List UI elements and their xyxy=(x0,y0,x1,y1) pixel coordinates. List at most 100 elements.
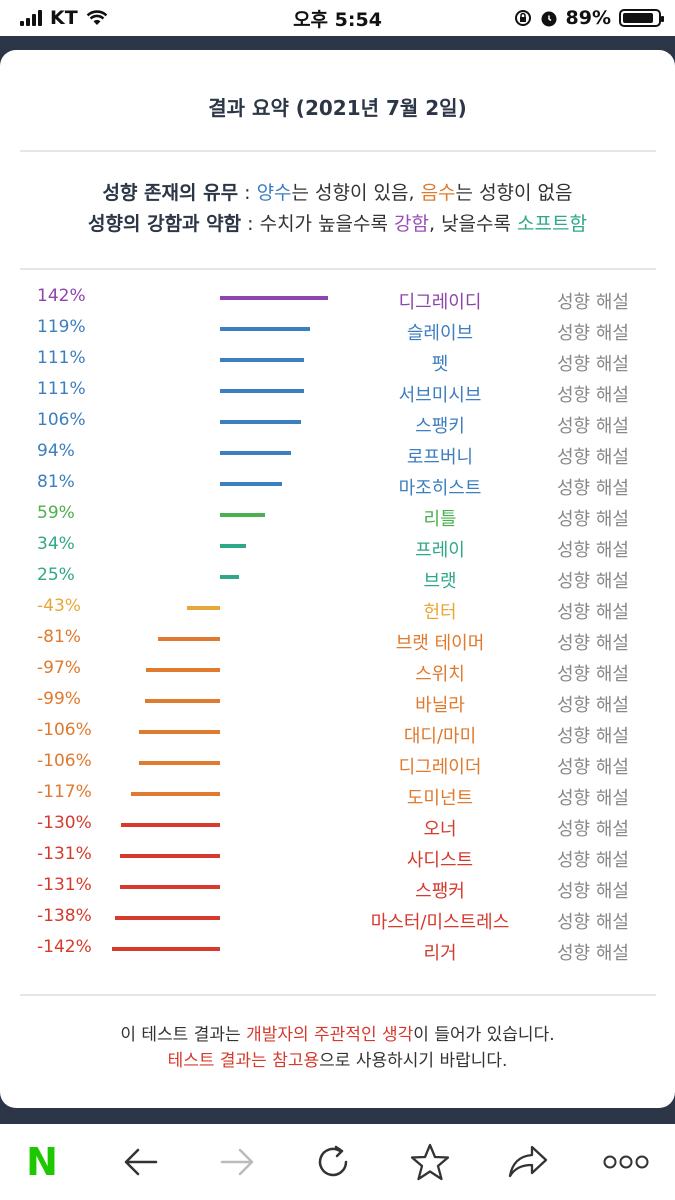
explanation-link[interactable]: 성향 해설 xyxy=(557,540,629,561)
result-percent: -138% xyxy=(37,906,92,926)
result-percent: -131% xyxy=(37,844,92,864)
legend-soft-word: 소프트함 xyxy=(517,213,587,235)
result-row: -131% 스팽커 성향 해설 xyxy=(0,873,675,904)
explanation-link[interactable]: 성향 해설 xyxy=(557,912,629,933)
star-icon[interactable] xyxy=(410,1142,450,1182)
legend-mid-text: , 낮을수록 xyxy=(429,213,518,235)
result-bar xyxy=(158,637,220,641)
explanation-link[interactable]: 성향 해설 xyxy=(557,447,629,468)
result-name: 스팽키 xyxy=(415,416,465,437)
result-percent: 106% xyxy=(37,410,86,430)
alarm-icon xyxy=(541,11,557,27)
result-name: 스위치 xyxy=(415,664,465,685)
result-bar xyxy=(146,668,220,672)
result-percent: 59% xyxy=(37,503,75,523)
disclaimer-text: 으로 사용하시기 바랍니다. xyxy=(319,1051,508,1071)
result-row: 34% 프레이 성향 해설 xyxy=(0,532,675,563)
explanation-link[interactable]: 성향 해설 xyxy=(557,602,629,623)
result-bar xyxy=(220,482,282,486)
result-name: 디그레이더 xyxy=(398,757,482,778)
legend-negative-word: 음수 xyxy=(420,182,456,204)
result-name: 펫 xyxy=(431,354,449,375)
explanation-link[interactable]: 성향 해설 xyxy=(557,850,629,871)
explanation-link[interactable]: 성향 해설 xyxy=(557,292,629,313)
result-row: -138% 마스터/미스트레스 성향 해설 xyxy=(0,904,675,935)
explanation-link[interactable]: 성향 해설 xyxy=(557,633,629,654)
disclaimer-line-2: 테스트 결과는 참고용으로 사용하시기 바랍니다. xyxy=(0,1046,675,1071)
result-row: 142% 디그레이디 성향 해설 xyxy=(0,284,675,315)
result-name: 리거 xyxy=(423,943,457,964)
divider xyxy=(20,150,656,152)
legend-negative-text: 는 성향이 없음 xyxy=(455,182,573,204)
result-row: -97% 스위치 성향 해설 xyxy=(0,656,675,687)
result-percent: 142% xyxy=(37,286,86,306)
result-percent: -106% xyxy=(37,751,92,771)
result-bar xyxy=(220,296,328,300)
back-arrow-icon[interactable] xyxy=(120,1142,160,1182)
legend-strong-word: 강함 xyxy=(394,213,429,235)
explanation-link[interactable]: 성향 해설 xyxy=(557,695,629,716)
result-row: 81% 마조히스트 성향 해설 xyxy=(0,470,675,501)
rotation-lock-icon xyxy=(514,10,531,26)
explanation-link[interactable]: 성향 해설 xyxy=(557,323,629,344)
result-name: 서브미시브 xyxy=(398,385,482,406)
result-row: -43% 헌터 성향 해설 xyxy=(0,594,675,625)
result-row: -106% 대디/마미 성향 해설 xyxy=(0,718,675,749)
result-card: 결과 요약 (2021년 7월 2일) 성향 존재의 유무 : 양수 는 성향이 … xyxy=(0,50,675,1108)
result-row: -142% 리거 성향 해설 xyxy=(0,935,675,966)
disclaimer-line-1: 이 테스트 결과는 개발자의 주관적인 생각이 들어가 있습니다. xyxy=(0,1020,675,1045)
result-bar xyxy=(139,761,220,765)
explanation-link[interactable]: 성향 해설 xyxy=(557,881,629,902)
legend-sep: : xyxy=(238,182,257,204)
disclaimer-highlight: 테스트 결과는 참고용 xyxy=(167,1051,320,1071)
share-icon[interactable] xyxy=(508,1142,548,1182)
naver-logo[interactable]: N xyxy=(26,1140,58,1184)
more-icon[interactable] xyxy=(602,1142,650,1182)
result-row: -81% 브랫 테이머 성향 해설 xyxy=(0,625,675,656)
battery-percent: 89% xyxy=(565,7,611,29)
explanation-link[interactable]: 성향 해설 xyxy=(557,726,629,747)
explanation-link[interactable]: 성향 해설 xyxy=(557,664,629,685)
explanation-link[interactable]: 성향 해설 xyxy=(557,757,629,778)
legend-strength: 성향의 강함과 약함 : 수치가 높을수록 강함, 낮을수록 소프트함 xyxy=(0,209,675,236)
result-bar xyxy=(220,420,301,424)
result-percent: 25% xyxy=(37,565,75,585)
explanation-link[interactable]: 성향 해설 xyxy=(557,819,629,840)
wifi-icon xyxy=(86,10,107,25)
result-row: -106% 디그레이더 성향 해설 xyxy=(0,749,675,780)
result-row: -130% 오너 성향 해설 xyxy=(0,811,675,842)
explanation-link[interactable]: 성향 해설 xyxy=(557,385,629,406)
result-bar xyxy=(120,885,220,889)
result-name: 헌터 xyxy=(423,602,457,623)
result-percent: 119% xyxy=(37,317,86,337)
explanation-link[interactable]: 성향 해설 xyxy=(557,478,629,499)
explanation-link[interactable]: 성향 해설 xyxy=(557,571,629,592)
result-bar xyxy=(144,699,220,703)
explanation-link[interactable]: 성향 해설 xyxy=(557,509,629,530)
signal-icon xyxy=(20,10,42,26)
result-percent: 111% xyxy=(37,348,86,368)
result-name: 스팽커 xyxy=(415,881,465,902)
page-title: 결과 요약 (2021년 7월 2일) xyxy=(208,96,467,120)
result-row: 111% 서브미시브 성향 해설 xyxy=(0,377,675,408)
result-name: 브랫 테이머 xyxy=(395,633,485,654)
explanation-link[interactable]: 성향 해설 xyxy=(557,354,629,375)
result-name: 사디스트 xyxy=(406,850,474,871)
battery-icon xyxy=(619,9,664,27)
refresh-icon[interactable] xyxy=(313,1142,353,1182)
result-row: 106% 스팽키 성향 해설 xyxy=(0,408,675,439)
result-percent: 94% xyxy=(37,441,75,461)
explanation-link[interactable]: 성향 해설 xyxy=(557,416,629,437)
result-name: 도미넌트 xyxy=(406,788,474,809)
result-row: 59% 리틀 성향 해설 xyxy=(0,501,675,532)
forward-arrow-icon[interactable] xyxy=(218,1142,258,1182)
explanation-link[interactable]: 성향 해설 xyxy=(557,788,629,809)
result-percent: 111% xyxy=(37,379,86,399)
result-bar xyxy=(220,358,305,362)
legend-positive-word: 양수 xyxy=(256,182,292,204)
result-percent: 81% xyxy=(37,472,75,492)
result-name: 마조히스트 xyxy=(398,478,482,499)
divider xyxy=(20,268,656,270)
legend-existence-label: 성향 존재의 유무 xyxy=(102,182,239,204)
explanation-link[interactable]: 성향 해설 xyxy=(557,943,629,964)
